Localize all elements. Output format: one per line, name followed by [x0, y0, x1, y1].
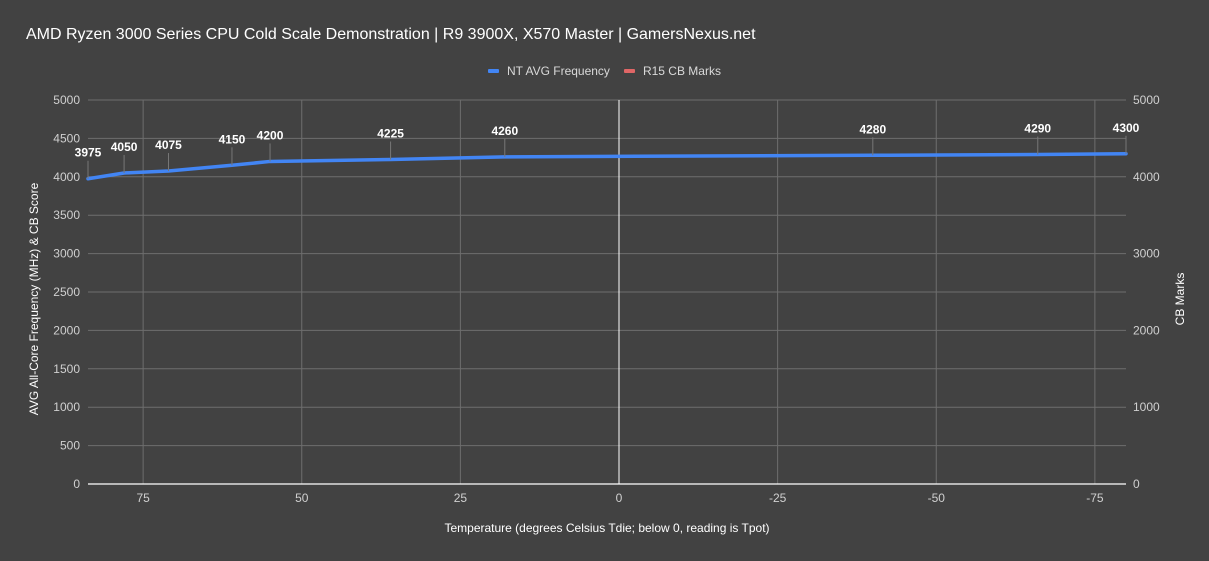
- x-tick-label: 25: [454, 491, 468, 505]
- y2-axis-title: CB Marks: [1173, 273, 1187, 326]
- y-tick-label: 4000: [53, 170, 80, 184]
- data-label: 4260: [491, 124, 518, 138]
- y2-tick-label: 0: [1133, 477, 1140, 491]
- x-tick-label: 50: [295, 491, 309, 505]
- legend-swatch-frequency: [488, 69, 499, 73]
- x-tick-label: -75: [1086, 491, 1104, 505]
- y-axis-title: AVG All-Core Frequency (MHz) & CB Score: [27, 182, 41, 415]
- y-tick-label: 3000: [53, 247, 80, 261]
- x-tick-label: -25: [769, 491, 787, 505]
- y-tick-label: 5000: [53, 93, 80, 107]
- data-label: 4225: [377, 127, 404, 141]
- data-label: 4050: [111, 140, 138, 154]
- y-tick-label: 2000: [53, 323, 80, 337]
- y2-tick-label: 4000: [1133, 170, 1160, 184]
- data-label: 4200: [257, 128, 284, 142]
- x-tick-label: -50: [928, 491, 946, 505]
- y-tick-label: 1000: [53, 400, 80, 414]
- y-tick-label: 0: [73, 477, 80, 491]
- data-label: 4075: [155, 138, 182, 152]
- frequency-line: [86, 152, 1128, 181]
- x-tick-label: 0: [616, 491, 623, 505]
- x-tick-label: 75: [136, 491, 150, 505]
- y-tick-label: 2500: [53, 285, 80, 299]
- legend-swatch-cb-marks: [623, 69, 635, 73]
- data-label: 4300: [1113, 121, 1140, 135]
- chart-title: AMD Ryzen 3000 Series CPU Cold Scale Dem…: [26, 26, 756, 43]
- x-axis-title: Temperature (degrees Celsius Tdie; below…: [444, 521, 769, 535]
- y2-tick-label: 5000: [1133, 93, 1160, 107]
- data-label: 4280: [859, 122, 886, 136]
- y2-tick-label: 2000: [1133, 323, 1160, 337]
- legend-label-frequency: NT AVG Frequency: [507, 64, 610, 78]
- data-label: 4150: [219, 132, 246, 146]
- y-tick-label: 1500: [53, 362, 80, 376]
- legend: NT AVG Frequency R15 CB Marks: [488, 64, 735, 78]
- data-label: 3975: [75, 146, 102, 160]
- legend-item-frequency[interactable]: NT AVG Frequency: [488, 64, 610, 78]
- y2-tick-label: 3000: [1133, 247, 1160, 261]
- legend-label-cb-marks: R15 CB Marks: [642, 64, 721, 78]
- y-tick-label: 500: [60, 439, 80, 453]
- y-tick-label: 3500: [53, 208, 80, 222]
- data-label: 4290: [1024, 122, 1051, 136]
- legend-item-cb-marks[interactable]: R15 CB Marks: [623, 64, 721, 78]
- y2-tick-label: 1000: [1133, 400, 1160, 414]
- y-tick-label: 4500: [53, 131, 80, 145]
